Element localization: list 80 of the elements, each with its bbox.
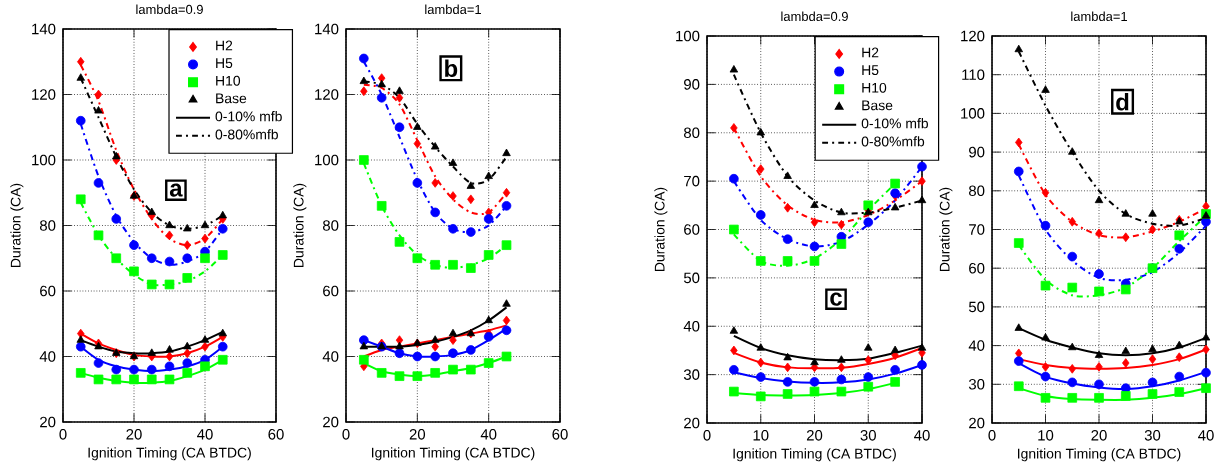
y-tick-label: 120 [32, 89, 56, 100]
legend-label: 0-80%mfb [215, 129, 278, 140]
y-tick-label: 30 [683, 369, 700, 380]
x-tick-label: 20 [409, 429, 426, 440]
annotation: a [169, 183, 183, 197]
y-tick-label: 100 [676, 30, 700, 42]
y-tick-label: 140 [32, 23, 56, 35]
legend-label: H5 [216, 58, 233, 68]
y-tick-label: 120 [961, 30, 985, 42]
x-tick-label: 40 [914, 430, 930, 441]
x-axis-title: Ignition Timing (CA BTDC) [88, 447, 251, 461]
legend-label: H5 [862, 65, 879, 76]
y-tick-label: 140 [315, 23, 339, 35]
y-tick-label: 50 [683, 272, 700, 284]
y-tick-label: 20 [969, 417, 985, 429]
y-tick-label: 120 [315, 89, 339, 100]
y-axis-title: Duration (CA) [10, 183, 24, 267]
annotation: d [1116, 93, 1129, 111]
x-axis-title: Ignition Timing (CA BTDC) [1018, 448, 1181, 462]
x-tick-label: 10 [1038, 430, 1054, 441]
y-tick-label: 80 [969, 185, 985, 197]
y-tick-label: 70 [969, 224, 985, 235]
y-tick-label: 80 [323, 220, 339, 231]
legend-label: 0-10% mfb [215, 111, 282, 122]
y-tick-label: 50 [968, 301, 985, 313]
y-tick-label: 40 [683, 320, 700, 332]
y-tick-label: 60 [40, 285, 56, 297]
x-tick-label: 30 [860, 430, 876, 441]
y-tick-label: 60 [969, 262, 985, 274]
y-tick-label: 40 [39, 351, 56, 362]
x-tick-label: 40 [197, 429, 213, 440]
x-axis-title: Ignition Timing (CA BTDC) [372, 447, 535, 461]
y-tick-label: 100 [315, 154, 339, 166]
x-tick-label: 30 [1144, 430, 1161, 441]
y-tick-label: 20 [40, 416, 56, 428]
y-tick-label: 100 [961, 108, 985, 119]
chart-title: lambda=0.9 [136, 4, 203, 14]
y-tick-label: 90 [969, 146, 985, 158]
x-tick-label: 20 [126, 429, 142, 440]
y-tick-label: 20 [323, 416, 339, 428]
legend-label: Base [862, 100, 893, 111]
x-tick-label: 0 [342, 429, 350, 440]
y-tick-label: 70 [684, 175, 700, 187]
legend-label: H10 [862, 82, 887, 93]
legend-label: Base [216, 93, 247, 104]
y-tick-label: 110 [962, 69, 985, 80]
y-tick-label: 40 [968, 340, 985, 351]
x-tick-label: 40 [480, 429, 497, 440]
x-tick-label: 60 [552, 429, 568, 440]
y-tick-label: 20 [684, 417, 700, 429]
y-tick-label: 40 [322, 351, 339, 362]
y-tick-label: 80 [684, 127, 700, 139]
x-tick-label: 20 [1091, 430, 1107, 441]
y-tick-label: 100 [32, 154, 56, 166]
y-tick-label: 60 [323, 285, 339, 297]
chart-title: lambda=1 [425, 4, 481, 14]
y-axis-title: Duration (CA) [939, 187, 953, 271]
legend-label: 0-80%mfb [861, 136, 925, 147]
y-tick-label: 60 [684, 224, 700, 235]
legend-label: H2 [216, 40, 233, 51]
chart-title: lambda=1 [1071, 11, 1127, 21]
annotation: c [830, 292, 842, 306]
legend-label: 0-10% mfb [861, 118, 928, 129]
legend-label: H10 [216, 75, 241, 86]
x-tick-label: 60 [268, 429, 284, 440]
x-tick-label: 0 [703, 430, 711, 441]
y-tick-label: 30 [968, 379, 985, 390]
x-tick-label: 0 [59, 429, 67, 440]
x-tick-label: 20 [806, 430, 823, 441]
chart-title: lambda=0.9 [781, 11, 848, 22]
y-tick-label: 80 [39, 220, 56, 231]
y-axis-title: Duration (CA) [293, 183, 307, 267]
x-tick-label: 40 [1198, 430, 1214, 441]
y-tick-label: 90 [684, 79, 700, 90]
x-tick-label: 0 [988, 430, 996, 441]
x-tick-label: 10 [753, 430, 769, 441]
y-axis-title: Duration (CA) [654, 187, 668, 271]
legend-label: H2 [862, 47, 879, 58]
annotation: b [445, 59, 458, 78]
x-axis-title: Ignition Timing (CA BTDC) [733, 448, 896, 462]
